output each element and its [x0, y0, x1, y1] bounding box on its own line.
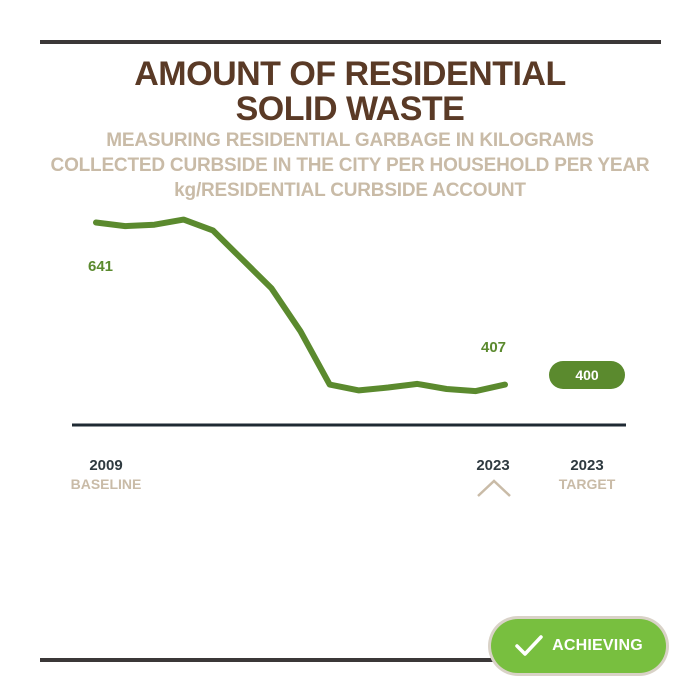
x-label-current-year: 2023 — [476, 457, 510, 474]
top-divider — [40, 40, 661, 44]
target-value-label: 400 — [575, 367, 599, 383]
x-label-target-caption: TARGET — [558, 476, 616, 492]
chart-title: AMOUNT OF RESIDENTIAL SOLID WASTE — [0, 57, 700, 127]
x-label-target: 2023 TARGET — [554, 456, 620, 494]
x-label-target-year: 2023 — [570, 457, 604, 474]
x-label-baseline-caption: BASELINE — [70, 476, 142, 492]
chevron-up-icon — [477, 479, 511, 497]
check-icon — [515, 635, 543, 656]
x-label-current: 2023 — [460, 456, 526, 475]
status-label: ACHIEVING — [552, 637, 643, 654]
chart-subtitle: MEASURING RESIDENTIAL GARBAGE IN KILOGRA… — [0, 128, 700, 203]
data-label-end: 407 — [481, 339, 506, 356]
series-layer — [93, 216, 508, 395]
series-line — [93, 216, 508, 395]
data-label-start: 641 — [88, 258, 113, 275]
subtitle-line-1: MEASURING RESIDENTIAL GARBAGE IN KILOGRA… — [106, 130, 594, 151]
title-line-1: AMOUNT OF RESIDENTIAL — [134, 55, 566, 93]
target-pill — [549, 361, 625, 389]
x-label-baseline-year: 2009 — [89, 457, 123, 474]
x-label-baseline: 2009 BASELINE — [66, 456, 146, 494]
subtitle-line-3: kg/RESIDENTIAL CURBSIDE ACCOUNT — [174, 180, 526, 201]
bottom-divider — [40, 658, 661, 662]
title-line-2: SOLID WASTE — [235, 90, 465, 128]
status-badge: ACHIEVING — [491, 619, 666, 673]
subtitle-line-2: COLLECTED CURBSIDE IN THE CITY PER HOUSE… — [50, 155, 650, 176]
